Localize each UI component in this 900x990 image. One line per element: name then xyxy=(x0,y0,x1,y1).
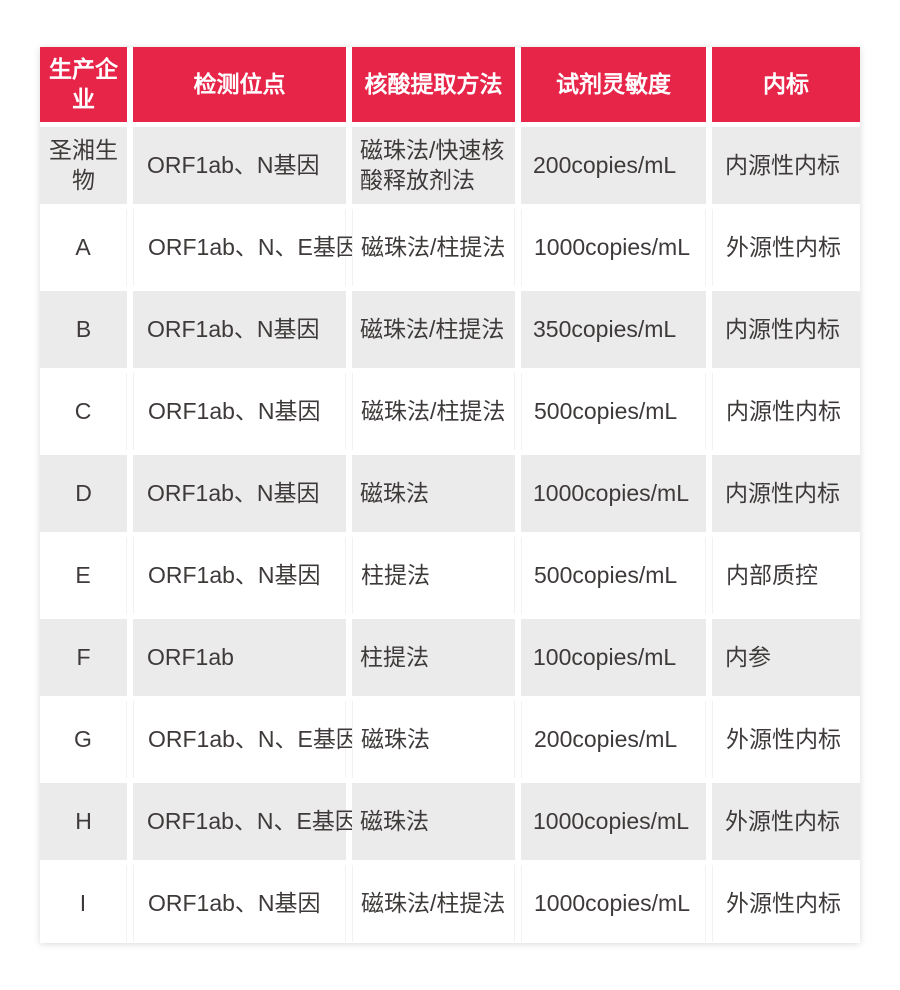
table-cell: 1000copies/mL xyxy=(521,865,706,942)
table-cell: F xyxy=(40,619,127,696)
table-cell: ORF1ab xyxy=(133,619,346,696)
table-cell: 外源性内标 xyxy=(712,783,860,860)
table-cell: ORF1ab、N基因 xyxy=(133,455,346,532)
table-cell: 200copies/mL xyxy=(521,701,706,778)
table-cell: 1000copies/mL xyxy=(521,783,706,860)
table-cell: ORF1ab、N基因 xyxy=(133,865,346,942)
table-cell: 内部质控 xyxy=(712,537,860,614)
table-cell: C xyxy=(40,373,127,450)
table-cell: 磁珠法 xyxy=(352,783,515,860)
table-cell: 磁珠法/柱提法 xyxy=(352,209,515,286)
table-cell: 1000copies/mL xyxy=(521,209,706,286)
table-cell: ORF1ab、N、E基因 xyxy=(133,209,359,286)
table-cell: E xyxy=(40,537,127,614)
table-cell: 柱提法 xyxy=(352,537,515,614)
table-cell: ORF1ab、N、E基因 xyxy=(133,783,358,860)
table-cell: H xyxy=(40,783,127,860)
table-cell: 圣湘生物 xyxy=(40,127,127,204)
table-cell: I xyxy=(40,865,127,942)
table-cell: 500copies/mL xyxy=(521,373,706,450)
table-cell: 磁珠法/柱提法 xyxy=(352,373,515,450)
table-cell: 柱提法 xyxy=(352,619,515,696)
reagent-comparison-table-card: 生产企业 检测位点 核酸提取方法 试剂灵敏度 内标 圣湘生物 ORF1ab、N基因 磁珠法/快… xyxy=(40,47,860,943)
table-cell: B xyxy=(40,291,127,368)
header-cell-2: 核酸提取方法 xyxy=(352,47,515,122)
table-cell: 内参 xyxy=(712,619,860,696)
header-cell-3: 试剂灵敏度 xyxy=(521,47,706,122)
header-cell-4: 内标 xyxy=(712,47,860,122)
table-cell: ORF1ab、N基因 xyxy=(133,291,346,368)
table-cell: D xyxy=(40,455,127,532)
table-cell: 磁珠法 xyxy=(352,701,515,778)
reagent-comparison-table: 生产企业 检测位点 核酸提取方法 试剂灵敏度 内标 圣湘生物 ORF1ab、N基因 磁珠法/快… xyxy=(40,47,860,943)
table-cell: 磁珠法 xyxy=(352,455,515,532)
table-cell: G xyxy=(40,701,127,778)
table-cell: ORF1ab、N、E基因 xyxy=(133,701,359,778)
table-cell: 外源性内标 xyxy=(712,865,860,942)
table-cell: 350copies/mL xyxy=(521,291,706,368)
table-cell: A xyxy=(40,209,127,286)
header-cell-1: 检测位点 xyxy=(133,47,346,122)
table-cell: ORF1ab、N基因 xyxy=(133,127,346,204)
table-cell: 外源性内标 xyxy=(712,701,860,778)
table-cell: 外源性内标 xyxy=(712,209,860,286)
table-cell: 内源性内标 xyxy=(712,291,860,368)
table-cell: 500copies/mL xyxy=(521,537,706,614)
table-cell: 内源性内标 xyxy=(712,373,860,450)
table-cell: ORF1ab、N基因 xyxy=(133,373,346,450)
table-cell: 内源性内标 xyxy=(712,127,860,204)
table-cell: ORF1ab、N基因 xyxy=(133,537,346,614)
table-cell: 1000copies/mL xyxy=(521,455,706,532)
table-cell: 磁珠法/柱提法 xyxy=(352,865,515,942)
table-cell: 100copies/mL xyxy=(521,619,706,696)
table-cell: 磁珠法/快速核酸释放剂法 xyxy=(352,127,515,204)
table-cell: 磁珠法/柱提法 xyxy=(352,291,515,368)
table-cell: 200copies/mL xyxy=(521,127,706,204)
header-cell-0: 生产企业 xyxy=(40,47,127,122)
table-cell: 内源性内标 xyxy=(712,455,860,532)
